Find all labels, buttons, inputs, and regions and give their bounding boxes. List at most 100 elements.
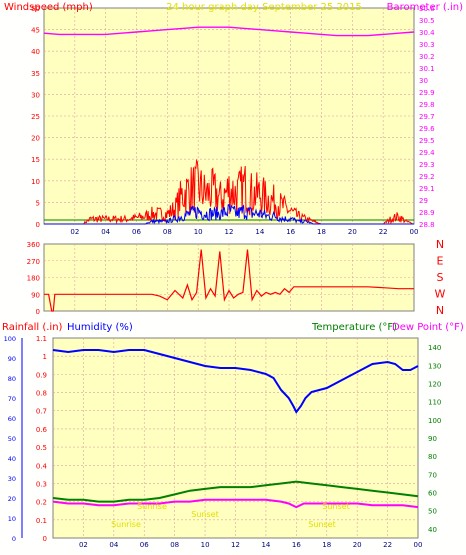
- baro-ylabel: Barometer (.in): [387, 2, 463, 13]
- baro-ytick: 30.4: [419, 29, 435, 37]
- rain-ytick: 0.4: [36, 462, 48, 470]
- wind-ytick: 35: [31, 70, 40, 78]
- temp-ytick: 140: [428, 344, 441, 352]
- humidity-ytick: 50: [8, 435, 16, 443]
- baro-ytick: 28.8: [419, 221, 435, 229]
- direction-ytick: 0: [36, 308, 40, 316]
- wind-xtick: 18: [317, 228, 326, 236]
- humidity-ytick: 100: [4, 335, 16, 343]
- temp-ytick: 60: [428, 490, 437, 498]
- temp-xtick: 20: [353, 541, 362, 549]
- baro-ytick: 29: [419, 197, 428, 205]
- humidity-ytick: 20: [8, 495, 16, 503]
- temp-xtick: 16: [292, 541, 301, 549]
- baro-ytick: 29.1: [419, 185, 435, 193]
- temp-xtick: 12: [231, 541, 240, 549]
- temp-xtick: 00: [414, 541, 423, 549]
- wind-xtick: 02: [70, 228, 79, 236]
- wind-xtick: 04: [101, 228, 110, 236]
- temp-ytick: 120: [428, 380, 441, 388]
- baro-ytick: 29.8: [419, 101, 435, 109]
- baro-ytick: 28.9: [419, 209, 435, 217]
- rain-ytick: 0: [43, 535, 47, 543]
- compass-label: S: [437, 271, 444, 284]
- baro-ytick: 29.3: [419, 161, 435, 169]
- wind-ylabel: Windspeed (mph): [4, 2, 93, 13]
- rain-ylabel: Rainfall (.in): [2, 322, 63, 333]
- temp-xtick: 06: [140, 541, 149, 549]
- rain-ytick: 0.9: [36, 371, 47, 379]
- wind-ytick: 40: [31, 48, 40, 56]
- humidity-ytick: 90: [8, 355, 16, 363]
- humidity-ytick: 10: [8, 515, 16, 523]
- temp-ytick: 70: [428, 471, 437, 479]
- rain-ytick: 1: [43, 353, 47, 361]
- humidity-ylabel: Humidity (%): [67, 322, 133, 333]
- compass-label: N: [436, 304, 444, 317]
- baro-ytick: 29.5: [419, 137, 435, 145]
- humidity-ytick: 60: [8, 415, 16, 423]
- humidity-ytick: 70: [8, 395, 16, 403]
- baro-ytick: 29.6: [419, 125, 435, 133]
- barometer-line: [43, 26, 415, 37]
- wind-xtick: 10: [194, 228, 203, 236]
- baro-ytick: 30.5: [419, 17, 435, 25]
- wind-xtick: 16: [286, 228, 295, 236]
- temperature-line: [52, 480, 419, 503]
- compass-label: E: [437, 255, 444, 268]
- baro-ytick: 30.6: [419, 5, 435, 13]
- temp-ytick: 50: [428, 508, 437, 516]
- baro-ytick: 30.3: [419, 41, 435, 49]
- humidity-ytick: 40: [8, 455, 16, 463]
- chart-title: 24 hour graph day September 25 2015: [166, 2, 362, 13]
- sun-annotation: Sunset: [322, 502, 349, 511]
- wind-xtick: 20: [348, 228, 357, 236]
- baro-ytick: 29.9: [419, 89, 435, 97]
- compass-label: W: [435, 288, 446, 301]
- temp-xtick: 18: [322, 541, 331, 549]
- humidity-ytick: 0: [12, 535, 16, 543]
- direction-ytick: 270: [27, 258, 40, 266]
- humidity-ytick: 30: [8, 475, 16, 483]
- baro-ytick: 30.1: [419, 65, 435, 73]
- temp-ytick: 40: [428, 526, 437, 534]
- temp-xtick: 02: [79, 541, 88, 549]
- wind-ytick: 0: [36, 221, 40, 229]
- wind-xtick: 22: [379, 228, 388, 236]
- wind-ytick: 10: [31, 178, 40, 186]
- wind-xtick: 06: [132, 228, 141, 236]
- temp-ytick: 110: [428, 399, 441, 407]
- wind-ytick: 30: [31, 91, 40, 99]
- direction-ytick: 360: [27, 241, 40, 249]
- temp-xtick: 22: [383, 541, 392, 549]
- baro-ytick: 30.2: [419, 53, 435, 61]
- wind-ytick: 20: [31, 135, 40, 143]
- wind-ytick: 50: [31, 5, 40, 13]
- wind-ytick: 25: [31, 113, 40, 121]
- temp-xtick: 04: [109, 541, 118, 549]
- wind-xtick: 00: [410, 228, 419, 236]
- baro-ytick: 29.2: [419, 173, 435, 181]
- wind-ytick: 15: [31, 156, 40, 164]
- rain-ytick: 0.8: [36, 390, 47, 398]
- wind-xtick: 08: [163, 228, 172, 236]
- direction-ytick: 90: [31, 291, 40, 299]
- wind-ytick: 45: [31, 27, 40, 35]
- baro-ytick: 29.4: [419, 149, 435, 157]
- wind-ytick: 5: [36, 199, 40, 207]
- dewpoint-line: [52, 498, 419, 509]
- rain-ytick: 0.1: [36, 517, 47, 525]
- rain-ytick: 0.5: [36, 444, 47, 452]
- temp-xtick: 08: [170, 541, 179, 549]
- temp-ylabel: Temperature (°F): [311, 322, 397, 333]
- sun-annotation: Sunrise: [111, 520, 141, 529]
- sun-annotation: Sunset: [308, 520, 335, 529]
- direction-ytick: 180: [27, 275, 40, 283]
- direction-line: [44, 249, 414, 312]
- temp-ytick: 90: [428, 435, 437, 443]
- rain-ytick: 0.7: [36, 408, 47, 416]
- wind-xtick: 12: [225, 228, 234, 236]
- temp-xtick: 14: [261, 541, 270, 549]
- wind-xtick: 14: [255, 228, 264, 236]
